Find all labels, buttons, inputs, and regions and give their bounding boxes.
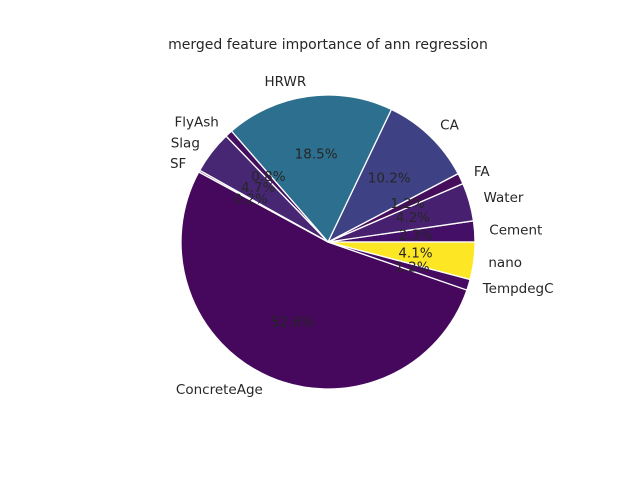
pct-label-ca: 10.2% (368, 170, 411, 186)
chart-title: merged feature importance of ann regress… (168, 37, 488, 53)
pie-slices (180, 94, 476, 390)
pct-label-tempdegc: 1.2% (395, 260, 429, 276)
slice-label-tempdegc: TempdegC (482, 281, 554, 297)
pct-label-hrwr: 18.5% (295, 147, 338, 163)
pie-labels: Cement 2.3% Water 4.2% FA 1.2% CA 10.2% HRWR 18.5… (170, 74, 554, 398)
pie-slice-nano (327, 241, 476, 281)
slice-label-fa: FA (474, 164, 491, 180)
slice-label-hrwr: HRWR (265, 74, 307, 90)
slice-label-concreteage: ConcreteAge (176, 382, 263, 398)
slice-label-water: Water (484, 190, 524, 206)
pct-label-slag: 4.7% (241, 180, 275, 196)
slice-label-cement: Cement (489, 222, 542, 238)
pie-slice-concreteage (180, 171, 468, 390)
pie-slice-ca (327, 108, 459, 243)
pct-label-cement: 2.3% (399, 228, 433, 244)
pct-label-nano: 4.1% (398, 245, 432, 261)
slice-label-flyash: FlyAsh (174, 115, 218, 131)
slice-label-ca: CA (440, 118, 459, 134)
pct-label-flyash: 0.8% (251, 169, 285, 185)
pct-label-sf: 0.2% (234, 192, 268, 208)
pct-label-fa: 1.2% (390, 196, 424, 212)
slice-label-nano: nano (488, 255, 522, 271)
pct-label-water: 4.2% (396, 210, 430, 226)
slice-label-slag: Slag (171, 135, 200, 151)
pie-slice-hrwr (230, 94, 393, 243)
slice-label-sf: SF (170, 156, 186, 172)
pct-label-concreteage: 52.6% (271, 315, 314, 331)
